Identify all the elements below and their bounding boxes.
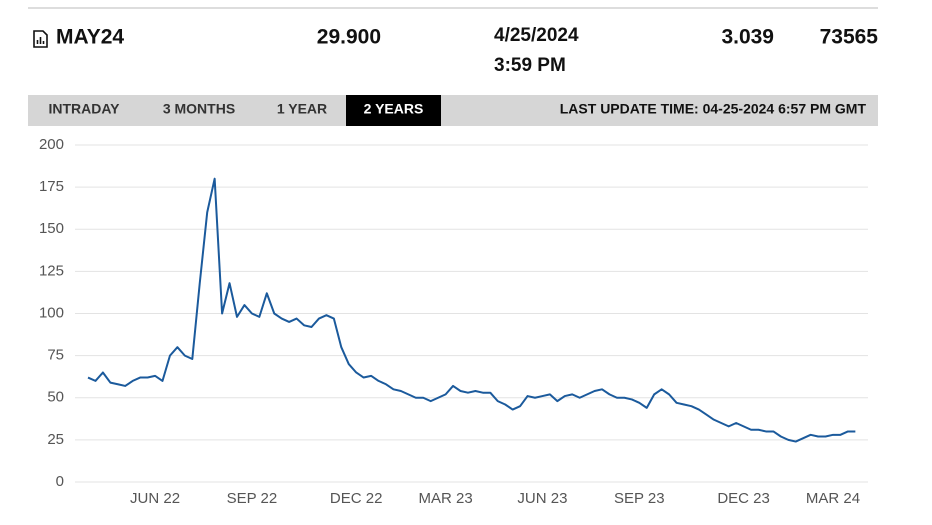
tab[interactable]: INTRADAY xyxy=(48,101,120,117)
change: 3.039 xyxy=(721,26,774,49)
x-tick-label: MAR 24 xyxy=(806,490,860,507)
x-tick-label: MAR 23 xyxy=(419,490,473,507)
x-tick-label: DEC 23 xyxy=(717,490,770,507)
symbol: MAY24 xyxy=(56,26,124,49)
x-tick-label: SEP 22 xyxy=(227,490,278,507)
x-tick-label: DEC 22 xyxy=(330,490,383,507)
y-tick-label: 50 xyxy=(47,389,64,406)
y-tick-label: 175 xyxy=(39,178,64,195)
tab-bar xyxy=(28,95,878,126)
y-tick-label: 150 xyxy=(39,220,64,237)
y-tick-label: 0 xyxy=(56,473,64,490)
last-update: LAST UPDATE TIME: 04-25-2024 6:57 PM GMT xyxy=(560,101,867,117)
trade-date: 4/25/2024 xyxy=(494,25,579,46)
x-tick-label: JUN 23 xyxy=(517,490,567,507)
volume: 73565 xyxy=(820,26,879,49)
trade-time: 3:59 PM xyxy=(494,55,566,76)
y-tick-label: 25 xyxy=(47,431,64,448)
active-tab-bg[interactable] xyxy=(346,95,441,126)
y-tick-label: 100 xyxy=(39,304,64,321)
last-price: 29.900 xyxy=(317,26,381,49)
y-tick-label: 75 xyxy=(47,347,64,364)
x-tick-label: SEP 23 xyxy=(614,490,665,507)
y-tick-label: 200 xyxy=(39,136,64,153)
y-tick-label: 125 xyxy=(39,262,64,279)
tab[interactable]: 3 MONTHS xyxy=(163,101,235,117)
price-line xyxy=(87,177,856,443)
chart-icon xyxy=(33,30,48,48)
tab[interactable]: 2 YEARS xyxy=(364,101,424,117)
tab[interactable]: 1 YEAR xyxy=(277,101,327,117)
x-tick-label: JUN 22 xyxy=(130,490,180,507)
